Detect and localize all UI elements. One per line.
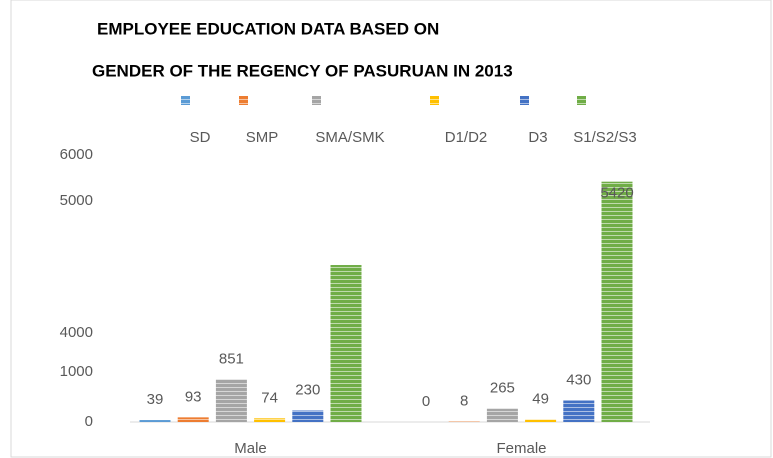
data-label: 74 [261,389,278,406]
legend-label: D3 [528,129,547,146]
y-tick-label: 4000 [60,324,93,341]
data-label: 851 [219,350,244,367]
bar [292,410,324,422]
data-label: 49 [532,391,549,408]
bar [330,265,362,422]
y-tick-label: 5000 [60,192,93,209]
y-tick-label: 0 [85,413,93,430]
legend-swatch [520,96,529,105]
legend-swatch [239,96,248,105]
chart-title: GENDER OF THE REGENCY OF PASURUAN IN 201… [92,61,513,80]
data-label: 0 [422,393,430,410]
legend-label: SMP [246,129,279,146]
legend-label: D1/D2 [445,129,488,146]
data-label: 8 [460,393,468,410]
legend-label: SMA/SMK [315,129,384,146]
legend-swatch [312,96,321,105]
y-tick-label: 6000 [60,146,93,163]
bar [601,181,633,422]
data-label: 265 [490,380,515,397]
legend-label: S1/S2/S3 [573,129,636,146]
x-tick-label: Male [234,440,267,457]
bar [563,400,595,422]
chart-title: EMPLOYEE EDUCATION DATA BASED ON [97,19,439,38]
legend-swatch [577,96,586,105]
legend-label: SD [190,129,211,146]
y-tick-label: 1000 [60,363,93,380]
bar [177,417,209,422]
bar [215,379,247,422]
bar [525,419,557,422]
bar [254,418,286,422]
data-label: 230 [295,381,320,398]
data-label: 39 [147,391,164,408]
data-label: 430 [566,371,591,388]
data-label: 93 [185,388,202,405]
frame [10,0,772,458]
x-tick-label: Female [496,440,546,457]
data-label: 5420 [600,185,633,202]
legend-swatch [181,96,190,105]
bar [486,408,518,422]
bar [139,420,171,422]
legend-swatch [430,96,439,105]
